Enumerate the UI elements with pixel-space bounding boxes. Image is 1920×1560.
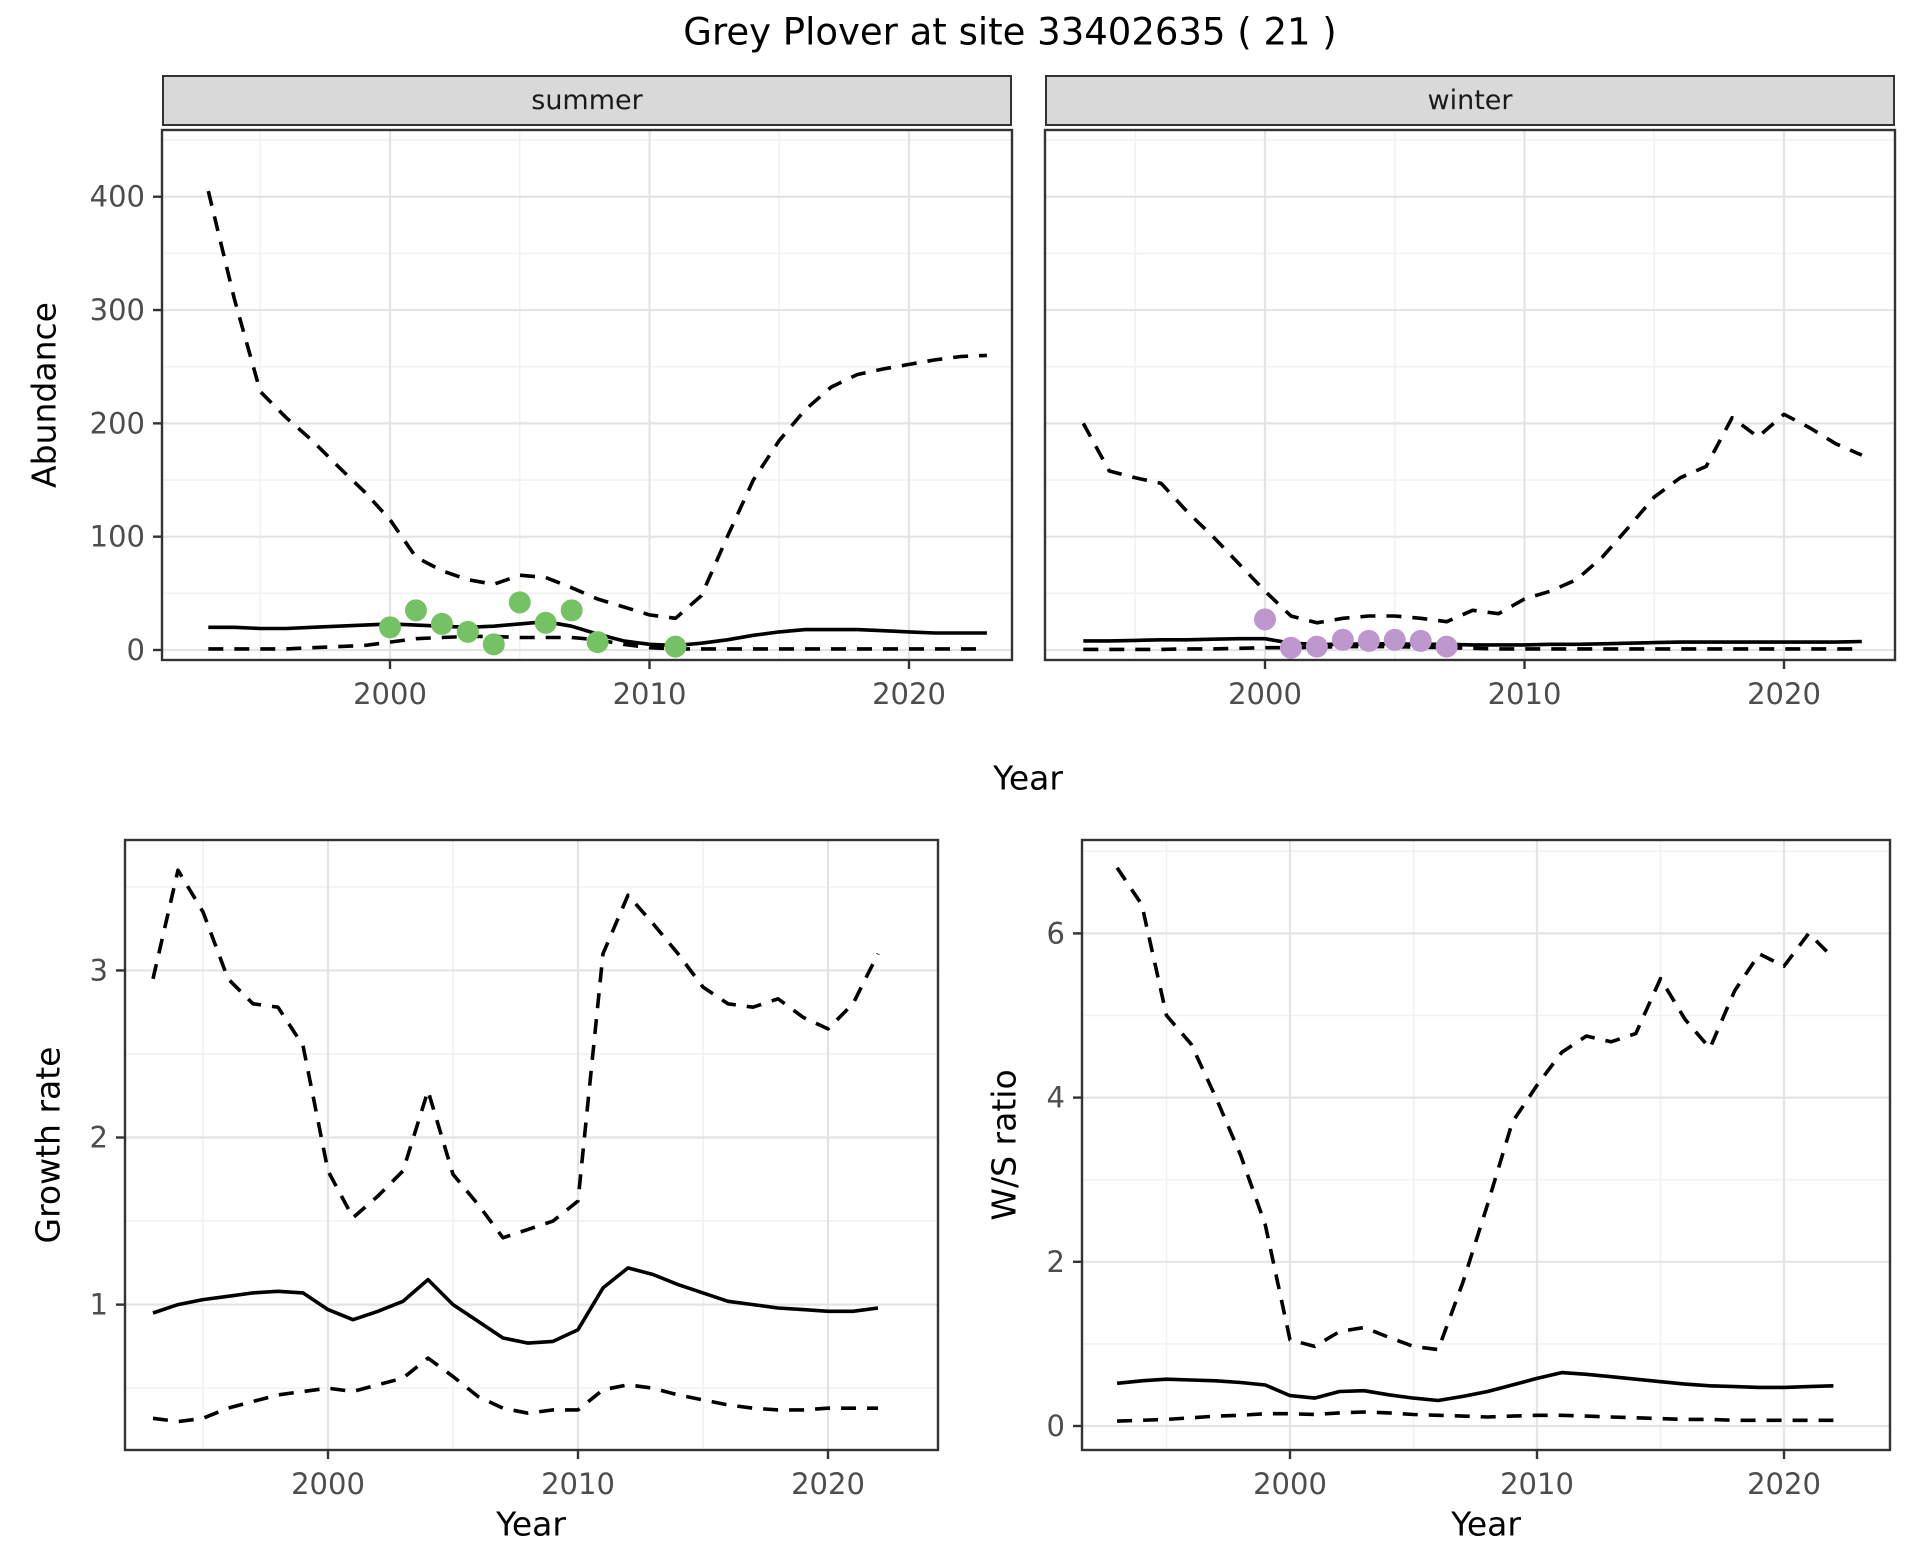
- figure-title: Grey Plover at site 33402635 ( 21 ): [683, 10, 1337, 54]
- y-tick-label: 200: [90, 406, 145, 440]
- median-line: [152, 1266, 879, 1345]
- facet-label-summer: summer: [531, 85, 643, 116]
- upper_ci-line: [1081, 412, 1863, 625]
- upper_ci-line: [206, 190, 987, 621]
- observed-counts-point: [430, 612, 453, 635]
- observed-counts-point: [1435, 635, 1458, 658]
- x-tick-label: 2020: [872, 677, 946, 711]
- x-tick-label: 2010: [613, 677, 687, 711]
- lower_ci-line: [152, 1356, 878, 1424]
- panel-growth-rate: 2000 2010 2020 1 2 3: [90, 838, 940, 1501]
- y-tick-label: 2: [90, 1121, 108, 1155]
- x-tick-label: 2000: [353, 677, 427, 711]
- y-tick-label: 300: [90, 293, 145, 327]
- x-axis-title-year-growth: Year: [496, 1504, 566, 1544]
- panel-border: [123, 838, 940, 1452]
- x-tick-label: 2010: [1500, 1467, 1574, 1501]
- x-tick-label: 2010: [541, 1467, 615, 1501]
- median-line: [1116, 1370, 1834, 1403]
- x-tick-label: 2020: [791, 1467, 865, 1501]
- panel-ws-ratio: 2000 2010 2020 0 2 4 6: [1047, 838, 1892, 1501]
- y-tick-label: 100: [90, 520, 145, 554]
- lower_ci-line: [208, 634, 987, 651]
- y-tick-label: 3: [90, 953, 108, 987]
- observed-counts-point: [404, 599, 427, 622]
- observed-counts-point: [1279, 636, 1302, 659]
- facet-label-winter: winter: [1427, 85, 1513, 116]
- observed-counts-point: [1305, 635, 1328, 658]
- panel-border: [1043, 128, 1897, 662]
- x-tick-label: 2020: [1747, 1467, 1821, 1501]
- observed-counts-point: [1357, 629, 1380, 652]
- observed-counts-point: [1383, 628, 1406, 651]
- observed-counts-point: [586, 631, 609, 654]
- observed-counts-point: [1331, 628, 1354, 651]
- observed-counts-point: [534, 611, 557, 634]
- panel-background: [125, 840, 938, 1450]
- facet-strip-summer: summer: [162, 75, 1012, 126]
- upper_ci-line: [1115, 866, 1835, 1352]
- y-tick-label: 1: [90, 1288, 108, 1322]
- observed-counts-point: [379, 616, 401, 639]
- observed-counts-point: [1409, 629, 1432, 652]
- x-tick-label: 2020: [1747, 677, 1821, 711]
- observed-counts-point: [560, 599, 583, 622]
- x-tick-label: 2010: [1488, 677, 1562, 711]
- y-tick-label: 2: [1047, 1245, 1065, 1279]
- observed-counts-point: [664, 635, 687, 658]
- x-tick-label: 2000: [1228, 677, 1302, 711]
- x-axis-title-year-top: Year: [993, 758, 1063, 798]
- median-line: [1083, 636, 1862, 647]
- x-axis-title-year-ws: Year: [1451, 1504, 1521, 1544]
- y-tick-label: 400: [90, 180, 145, 214]
- observed-counts-point: [508, 591, 531, 614]
- panel-border: [1080, 838, 1892, 1452]
- y-tick-label: 4: [1047, 1081, 1065, 1115]
- panel-border: [160, 128, 1014, 662]
- panel-background: [162, 130, 1012, 660]
- observed-counts-point: [482, 633, 505, 656]
- y-tick-label: 0: [1047, 1409, 1065, 1443]
- panel-background: [1082, 840, 1890, 1450]
- observed-counts-point: [456, 620, 479, 643]
- observed-counts-point: [1254, 608, 1276, 631]
- facet-strip-winter: winter: [1045, 75, 1895, 126]
- y-tick-label: 0: [127, 633, 145, 667]
- y-tick-label: 6: [1047, 916, 1065, 950]
- x-tick-label: 2000: [291, 1467, 365, 1501]
- panel-abundance-summer: 2000 2010 2020 0 100 200 300 400: [90, 128, 1014, 711]
- panel-background: [1045, 130, 1895, 660]
- panel-abundance-winter: 2000 2010 2020: [1043, 128, 1897, 711]
- upper_ci-line: [151, 868, 880, 1240]
- x-tick-label: 2000: [1253, 1467, 1327, 1501]
